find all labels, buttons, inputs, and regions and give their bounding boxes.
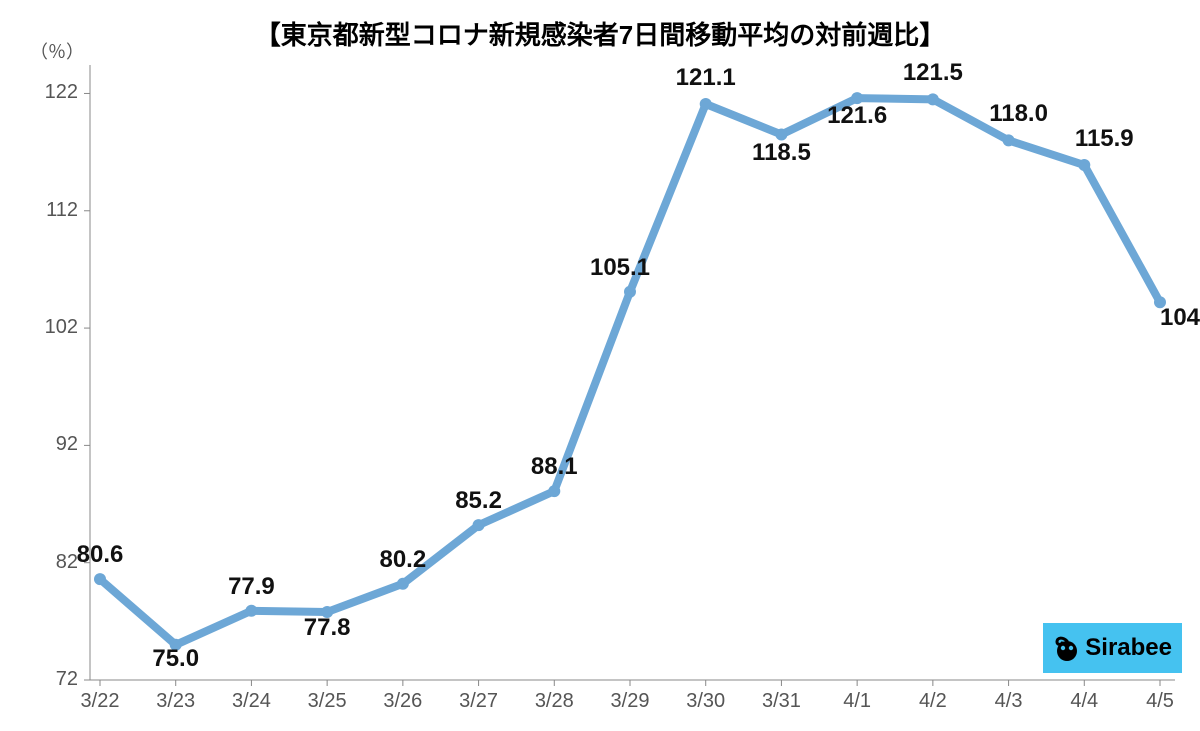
data-marker (1003, 134, 1015, 146)
x-tick-label: 3/24 (232, 690, 271, 713)
data-label: 75.0 (152, 645, 199, 673)
data-label: 105.1 (590, 254, 650, 282)
data-marker (397, 578, 409, 590)
data-label: 85.2 (455, 487, 502, 515)
data-label: 121.1 (676, 64, 736, 92)
y-tick-label: 92 (56, 433, 78, 456)
data-label: 121.5 (903, 59, 963, 87)
x-tick-label: 3/23 (156, 690, 195, 713)
y-tick-label: 72 (56, 668, 78, 691)
data-marker (473, 519, 485, 531)
data-label: 80.6 (77, 541, 124, 569)
x-tick-label: 3/26 (383, 690, 422, 713)
x-tick-label: 3/27 (459, 690, 498, 713)
data-label: 121.6 (827, 102, 887, 130)
data-label: 77.8 (304, 614, 351, 642)
data-marker (548, 485, 560, 497)
chart-container: 【東京都新型コロナ新規感染者7日間移動平均の対前週比】 （％） 72829210… (0, 0, 1200, 731)
x-tick-label: 4/4 (1070, 690, 1098, 713)
data-marker (245, 605, 257, 617)
x-tick-label: 4/3 (995, 690, 1023, 713)
data-label: 104.2 (1160, 304, 1200, 332)
x-tick-label: 4/5 (1146, 690, 1174, 713)
x-tick-label: 3/30 (686, 690, 725, 713)
y-tick-label: 102 (45, 316, 78, 339)
data-label: 118.5 (752, 139, 811, 167)
y-tick-label: 112 (46, 199, 78, 222)
data-marker (1078, 159, 1090, 171)
data-marker (700, 98, 712, 110)
data-label: 88.1 (531, 453, 578, 481)
data-marker (927, 93, 939, 105)
brand-logo-icon (1049, 633, 1079, 663)
line-series (100, 98, 1160, 645)
data-marker (94, 573, 106, 585)
x-tick-label: 4/1 (843, 690, 871, 713)
data-label: 80.2 (379, 546, 426, 574)
data-label: 77.9 (228, 573, 275, 601)
brand-text: Sirabee (1085, 634, 1172, 662)
y-tick-label: 122 (45, 81, 78, 104)
y-tick-label: 82 (56, 551, 78, 574)
data-label: 115.9 (1075, 125, 1134, 153)
x-tick-label: 3/31 (762, 690, 801, 713)
x-tick-label: 3/28 (535, 690, 574, 713)
data-marker (624, 286, 636, 298)
x-tick-label: 3/25 (308, 690, 347, 713)
x-tick-label: 3/22 (81, 690, 120, 713)
brand-badge: Sirabee (1043, 623, 1182, 673)
x-tick-label: 3/29 (611, 690, 650, 713)
data-label: 118.0 (989, 100, 1048, 128)
x-tick-label: 4/2 (919, 690, 947, 713)
